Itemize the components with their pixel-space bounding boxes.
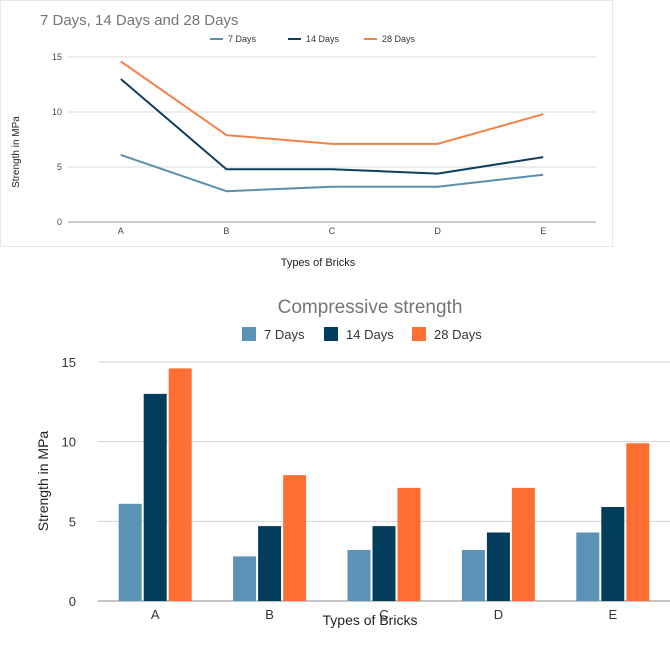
bar-a-28-days xyxy=(168,368,192,601)
bar-b-28-days xyxy=(283,475,307,601)
bar-b-7-days xyxy=(233,556,257,601)
line-chart-series xyxy=(120,60,544,193)
line-legend-label: 7 Days xyxy=(228,34,257,44)
line-chart-legend: 7 Days 14 Days 28 Days xyxy=(210,34,416,44)
line-series-14-days xyxy=(120,78,544,175)
line-chart-x-tick-label: C xyxy=(329,226,336,236)
bar-chart-x-tick-label: E xyxy=(608,607,617,622)
line-series-28-days xyxy=(120,60,544,145)
bar-d-14-days xyxy=(486,532,510,601)
line-chart-title: 7 Days, 14 Days and 28 Days xyxy=(40,12,238,29)
bar-legend-label: 14 Days xyxy=(346,327,394,342)
bar-chart-y-tick-label: 5 xyxy=(69,514,76,529)
bar-chart-x-axis-label: Types of Bricks xyxy=(323,612,418,628)
bar-chart-y-tick-label: 10 xyxy=(62,435,76,450)
bar-d-28-days xyxy=(511,487,535,601)
bar-a-7-days xyxy=(118,503,142,601)
line-legend-label: 14 Days xyxy=(306,34,340,44)
bar-chart-legend: 7 Days 14 Days 28 Days xyxy=(242,327,482,342)
bar-chart-y-ticks: 0 5 10 15 xyxy=(62,355,76,609)
line-chart-y-tick-label: 10 xyxy=(52,107,62,117)
bar-chart: Compressive strength 7 Days 14 Days 28 Day… xyxy=(35,297,670,628)
bar-a-14-days xyxy=(143,393,167,601)
bar-chart-x-ticks: A B C D E xyxy=(151,607,618,622)
bar-chart-x-tick-label: D xyxy=(494,607,503,622)
line-chart-y-ticks: 0 5 10 15 xyxy=(52,52,62,227)
bar-chart-title: Compressive strength xyxy=(278,297,463,318)
bar-e-14-days xyxy=(601,506,625,601)
bar-c-7-days xyxy=(347,550,371,601)
bar-legend-label: 28 Days xyxy=(434,327,482,342)
bar-chart-y-tick-label: 0 xyxy=(69,594,76,609)
bar-chart-y-tick-label: 15 xyxy=(62,355,76,370)
line-chart-y-tick-label: 0 xyxy=(57,217,62,227)
line-chart-x-tick-label: E xyxy=(540,226,546,236)
bar-e-7-days xyxy=(576,532,600,601)
bar-b-14-days xyxy=(258,526,282,601)
bar-chart-x-tick-label: A xyxy=(151,607,160,622)
line-chart-x-tick-label: D xyxy=(434,226,441,236)
line-chart-x-ticks: A B C D E xyxy=(118,226,546,236)
line-chart-y-axis-label: Strength in MPa xyxy=(11,116,22,188)
bar-c-14-days xyxy=(372,526,396,601)
bar-d-7-days xyxy=(461,550,485,601)
bar-chart-y-axis-label: Strength in MPa xyxy=(35,431,51,532)
bar-chart-bars xyxy=(118,368,650,601)
bar-legend-swatch xyxy=(324,327,338,341)
bar-legend-swatch xyxy=(412,327,426,341)
bar-e-28-days xyxy=(626,443,650,601)
bar-c-28-days xyxy=(397,487,421,601)
line-chart-x-axis-label: Types of Bricks xyxy=(281,257,356,269)
line-series-7-days xyxy=(120,153,544,193)
bar-chart-x-tick-label: B xyxy=(265,607,274,622)
line-chart: 7 Days, 14 Days and 28 Days 7 Days 14 Day… xyxy=(0,0,613,269)
bar-chart-x-tick-label: C xyxy=(379,607,388,622)
line-chart-y-tick-label: 15 xyxy=(52,52,62,62)
line-chart-x-tick-label: A xyxy=(118,226,124,236)
line-legend-label: 28 Days xyxy=(382,34,416,44)
line-chart-x-tick-label: B xyxy=(223,226,229,236)
bar-legend-swatch xyxy=(242,327,256,341)
line-chart-y-tick-label: 5 xyxy=(57,162,62,172)
bar-legend-label: 7 Days xyxy=(264,327,305,342)
